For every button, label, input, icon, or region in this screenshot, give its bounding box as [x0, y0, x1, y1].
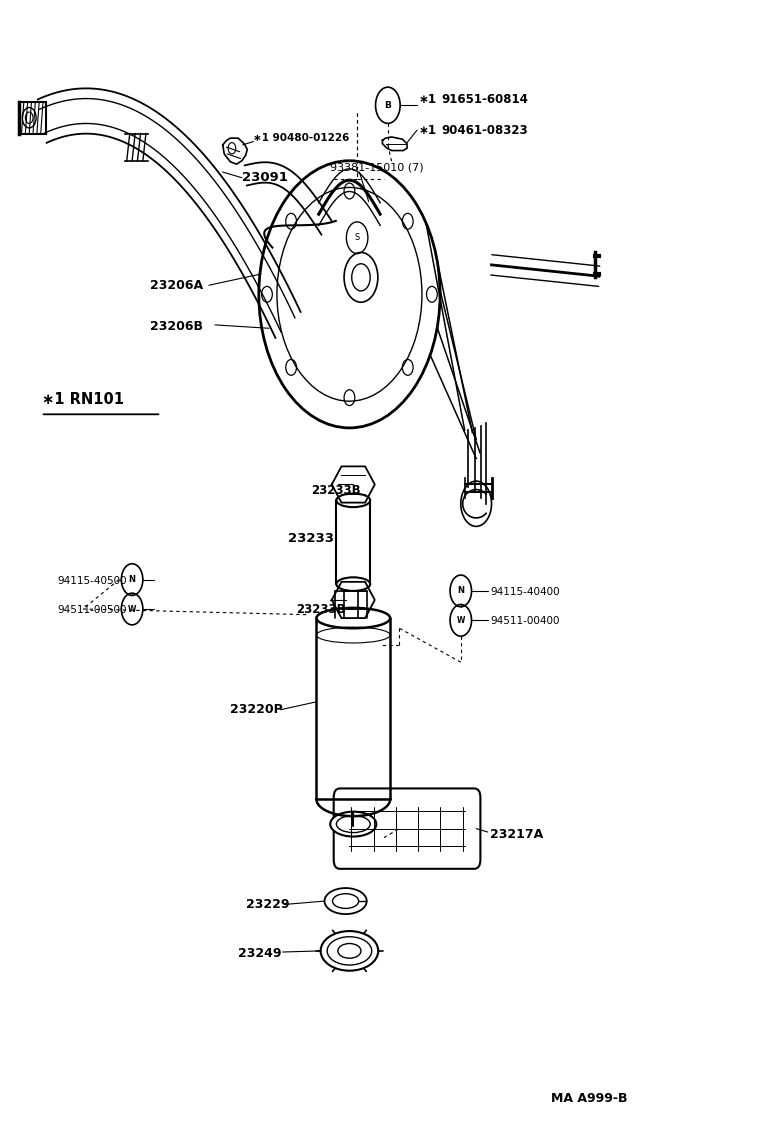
- Text: 23091: 23091: [242, 171, 288, 185]
- Ellipse shape: [335, 615, 344, 621]
- Ellipse shape: [358, 615, 367, 621]
- Text: MA A999-B: MA A999-B: [551, 1091, 628, 1105]
- Text: 93381-15010 (7): 93381-15010 (7): [330, 163, 424, 172]
- Text: N: N: [457, 586, 465, 595]
- Text: 23206A: 23206A: [150, 278, 203, 292]
- Text: 94115-40500: 94115-40500: [58, 576, 127, 585]
- Text: ∗1 RN101: ∗1 RN101: [42, 392, 124, 408]
- Text: B: B: [385, 101, 391, 110]
- Text: ∗1 90480-01226: ∗1 90480-01226: [253, 134, 349, 143]
- Ellipse shape: [330, 812, 376, 837]
- Text: 23229: 23229: [246, 898, 290, 911]
- Text: S: S: [355, 233, 359, 242]
- Text: 94511-00400: 94511-00400: [490, 617, 559, 626]
- FancyBboxPatch shape: [333, 788, 481, 869]
- Text: 23249: 23249: [238, 946, 282, 960]
- Ellipse shape: [316, 608, 390, 628]
- Text: 23220P: 23220P: [230, 703, 283, 717]
- Text: 94511-00500: 94511-00500: [58, 606, 127, 615]
- Text: ∗1: ∗1: [419, 93, 436, 106]
- Text: 23233B: 23233B: [296, 602, 346, 616]
- Text: 23217A: 23217A: [490, 827, 543, 841]
- Text: 94115-40400: 94115-40400: [490, 588, 560, 597]
- Text: 23233: 23233: [288, 532, 334, 546]
- Text: 90461-08323: 90461-08323: [442, 123, 528, 137]
- Text: 91651-60814: 91651-60814: [442, 93, 528, 106]
- Text: 23233B: 23233B: [311, 483, 361, 497]
- Text: W: W: [128, 604, 136, 614]
- Text: ∗1: ∗1: [419, 123, 436, 137]
- Text: N: N: [128, 575, 136, 584]
- Text: W: W: [457, 616, 465, 625]
- Text: 23206B: 23206B: [150, 319, 203, 333]
